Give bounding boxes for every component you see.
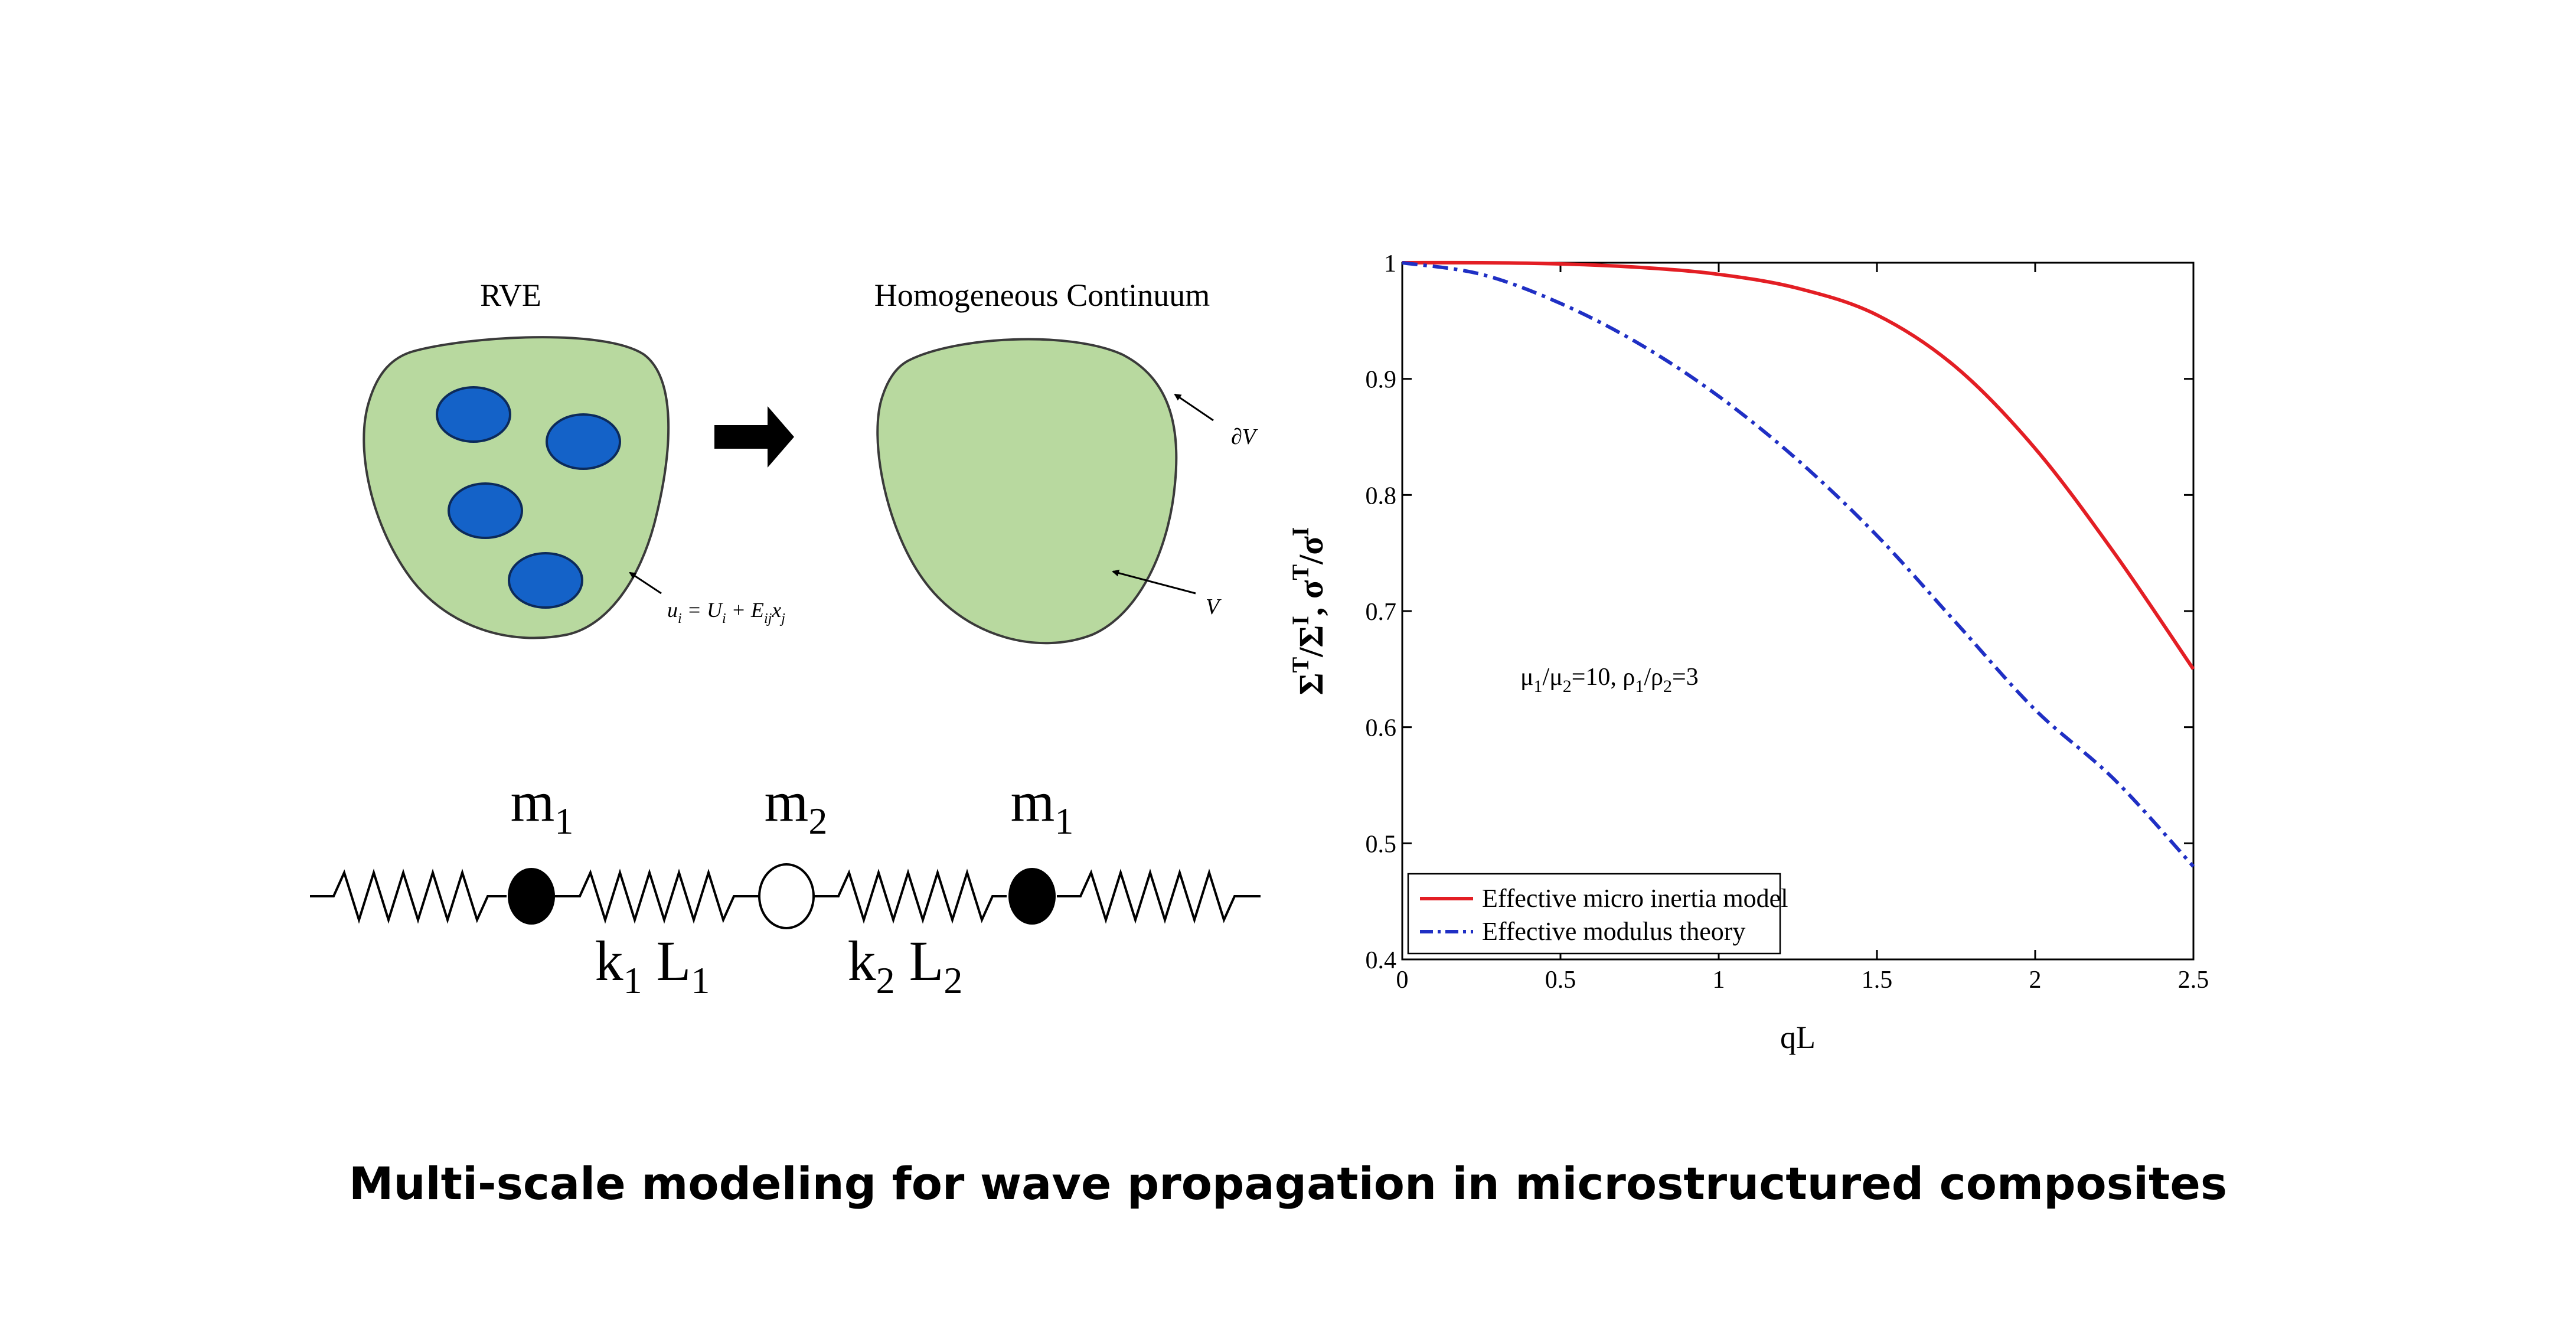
- x-tick-label: 2.5: [2178, 966, 2209, 994]
- mass-label-m2: m2: [765, 770, 828, 842]
- mass-label-m1-left: m1: [511, 770, 574, 842]
- inclusion-3: [448, 482, 523, 539]
- legend-box: [1407, 873, 1781, 955]
- x-tick-label: 2: [2029, 966, 2042, 994]
- x-tick-label: 1: [1713, 966, 1725, 994]
- y-axis-label: ΣT/ΣI, σT/σI: [1287, 527, 1330, 696]
- inclusion-4: [508, 552, 583, 609]
- y-tick-label: 0.5: [1366, 831, 1397, 858]
- dispersion-chart: 0 0.5 1 1.5 2 2.5 0.4 0.5 0.6 0.7 0.8 0.9 1 qL ΣT/ΣI…: [1287, 250, 2209, 1055]
- inclusion-1: [436, 386, 511, 443]
- rve-title: RVE: [480, 277, 541, 313]
- axis-ticks: 0 0.5 1 1.5 2 2.5 0.4 0.5 0.6 0.7 0.8 0.9 1: [1366, 250, 2209, 994]
- x-tick-label: 0.5: [1545, 966, 1576, 994]
- spring-label-k1-L1: k1 L1: [595, 929, 710, 1001]
- spring-k1: [555, 868, 759, 924]
- series-layer: [1402, 260, 2195, 868]
- legend-label-micro-inertia: Effective micro inertia model: [1482, 884, 1788, 913]
- series-line-modulus-theory: [1402, 261, 2195, 868]
- y-tick-label: 0.7: [1366, 599, 1397, 626]
- mass-spring-chain: m1 m2 m1 k1 L1 k2 L2: [310, 770, 1261, 1001]
- continuum-blob: [876, 338, 1178, 645]
- spring-k2: [814, 868, 1007, 924]
- y-tick-label: 1: [1384, 250, 1396, 277]
- mass-m1-right: [1008, 868, 1056, 925]
- mass-label-m1-right: m1: [1011, 770, 1074, 842]
- spring-right-outer: [1057, 868, 1261, 924]
- continuum-boundary-label: ∂V: [1231, 425, 1258, 449]
- rve-panel: RVE ui = Ui + Eijxj: [363, 277, 785, 639]
- continuum-boundary-arrow: [1174, 393, 1214, 422]
- spring-label-k2-L2: k2 L2: [848, 929, 963, 1001]
- y-tick-label: 0.8: [1366, 482, 1397, 510]
- homogenization-arrow-icon: [714, 406, 794, 468]
- spring-left-outer: [310, 868, 507, 924]
- plot-frame: [1401, 262, 2195, 961]
- rve-boundary-condition: ui = Ui + Eijxj: [667, 598, 785, 626]
- mass-m2: [758, 863, 815, 929]
- inclusion-2: [546, 413, 621, 470]
- y-tick-label: 0.9: [1366, 367, 1397, 394]
- rve-boundary-arrow: [629, 572, 662, 595]
- legend-label-modulus-theory: Effective modulus theory: [1482, 917, 1745, 946]
- y-tick-label: 0.4: [1366, 947, 1397, 974]
- x-tick-label: 0: [1396, 966, 1409, 994]
- figure-caption: Multi-scale modeling for wave propagatio…: [348, 1157, 2228, 1210]
- parameter-annotation: μ1/μ2=10, ρ1/ρ2=3: [1520, 664, 1699, 696]
- continuum-volume-arrow: [1112, 569, 1196, 595]
- continuum-volume-label: V: [1206, 595, 1222, 619]
- continuum-panel: Homogeneous Continuum ∂V V: [874, 277, 1258, 645]
- x-tick-label: 1.5: [1862, 966, 1893, 994]
- continuum-title: Homogeneous Continuum: [874, 277, 1210, 313]
- series-line-micro-inertia: [1402, 260, 2195, 671]
- legend: Effective micro inertia model Effective …: [1407, 873, 1788, 955]
- x-axis-label: qL: [1780, 1020, 1816, 1055]
- mass-m1-left: [508, 868, 555, 925]
- y-tick-label: 0.6: [1366, 715, 1397, 742]
